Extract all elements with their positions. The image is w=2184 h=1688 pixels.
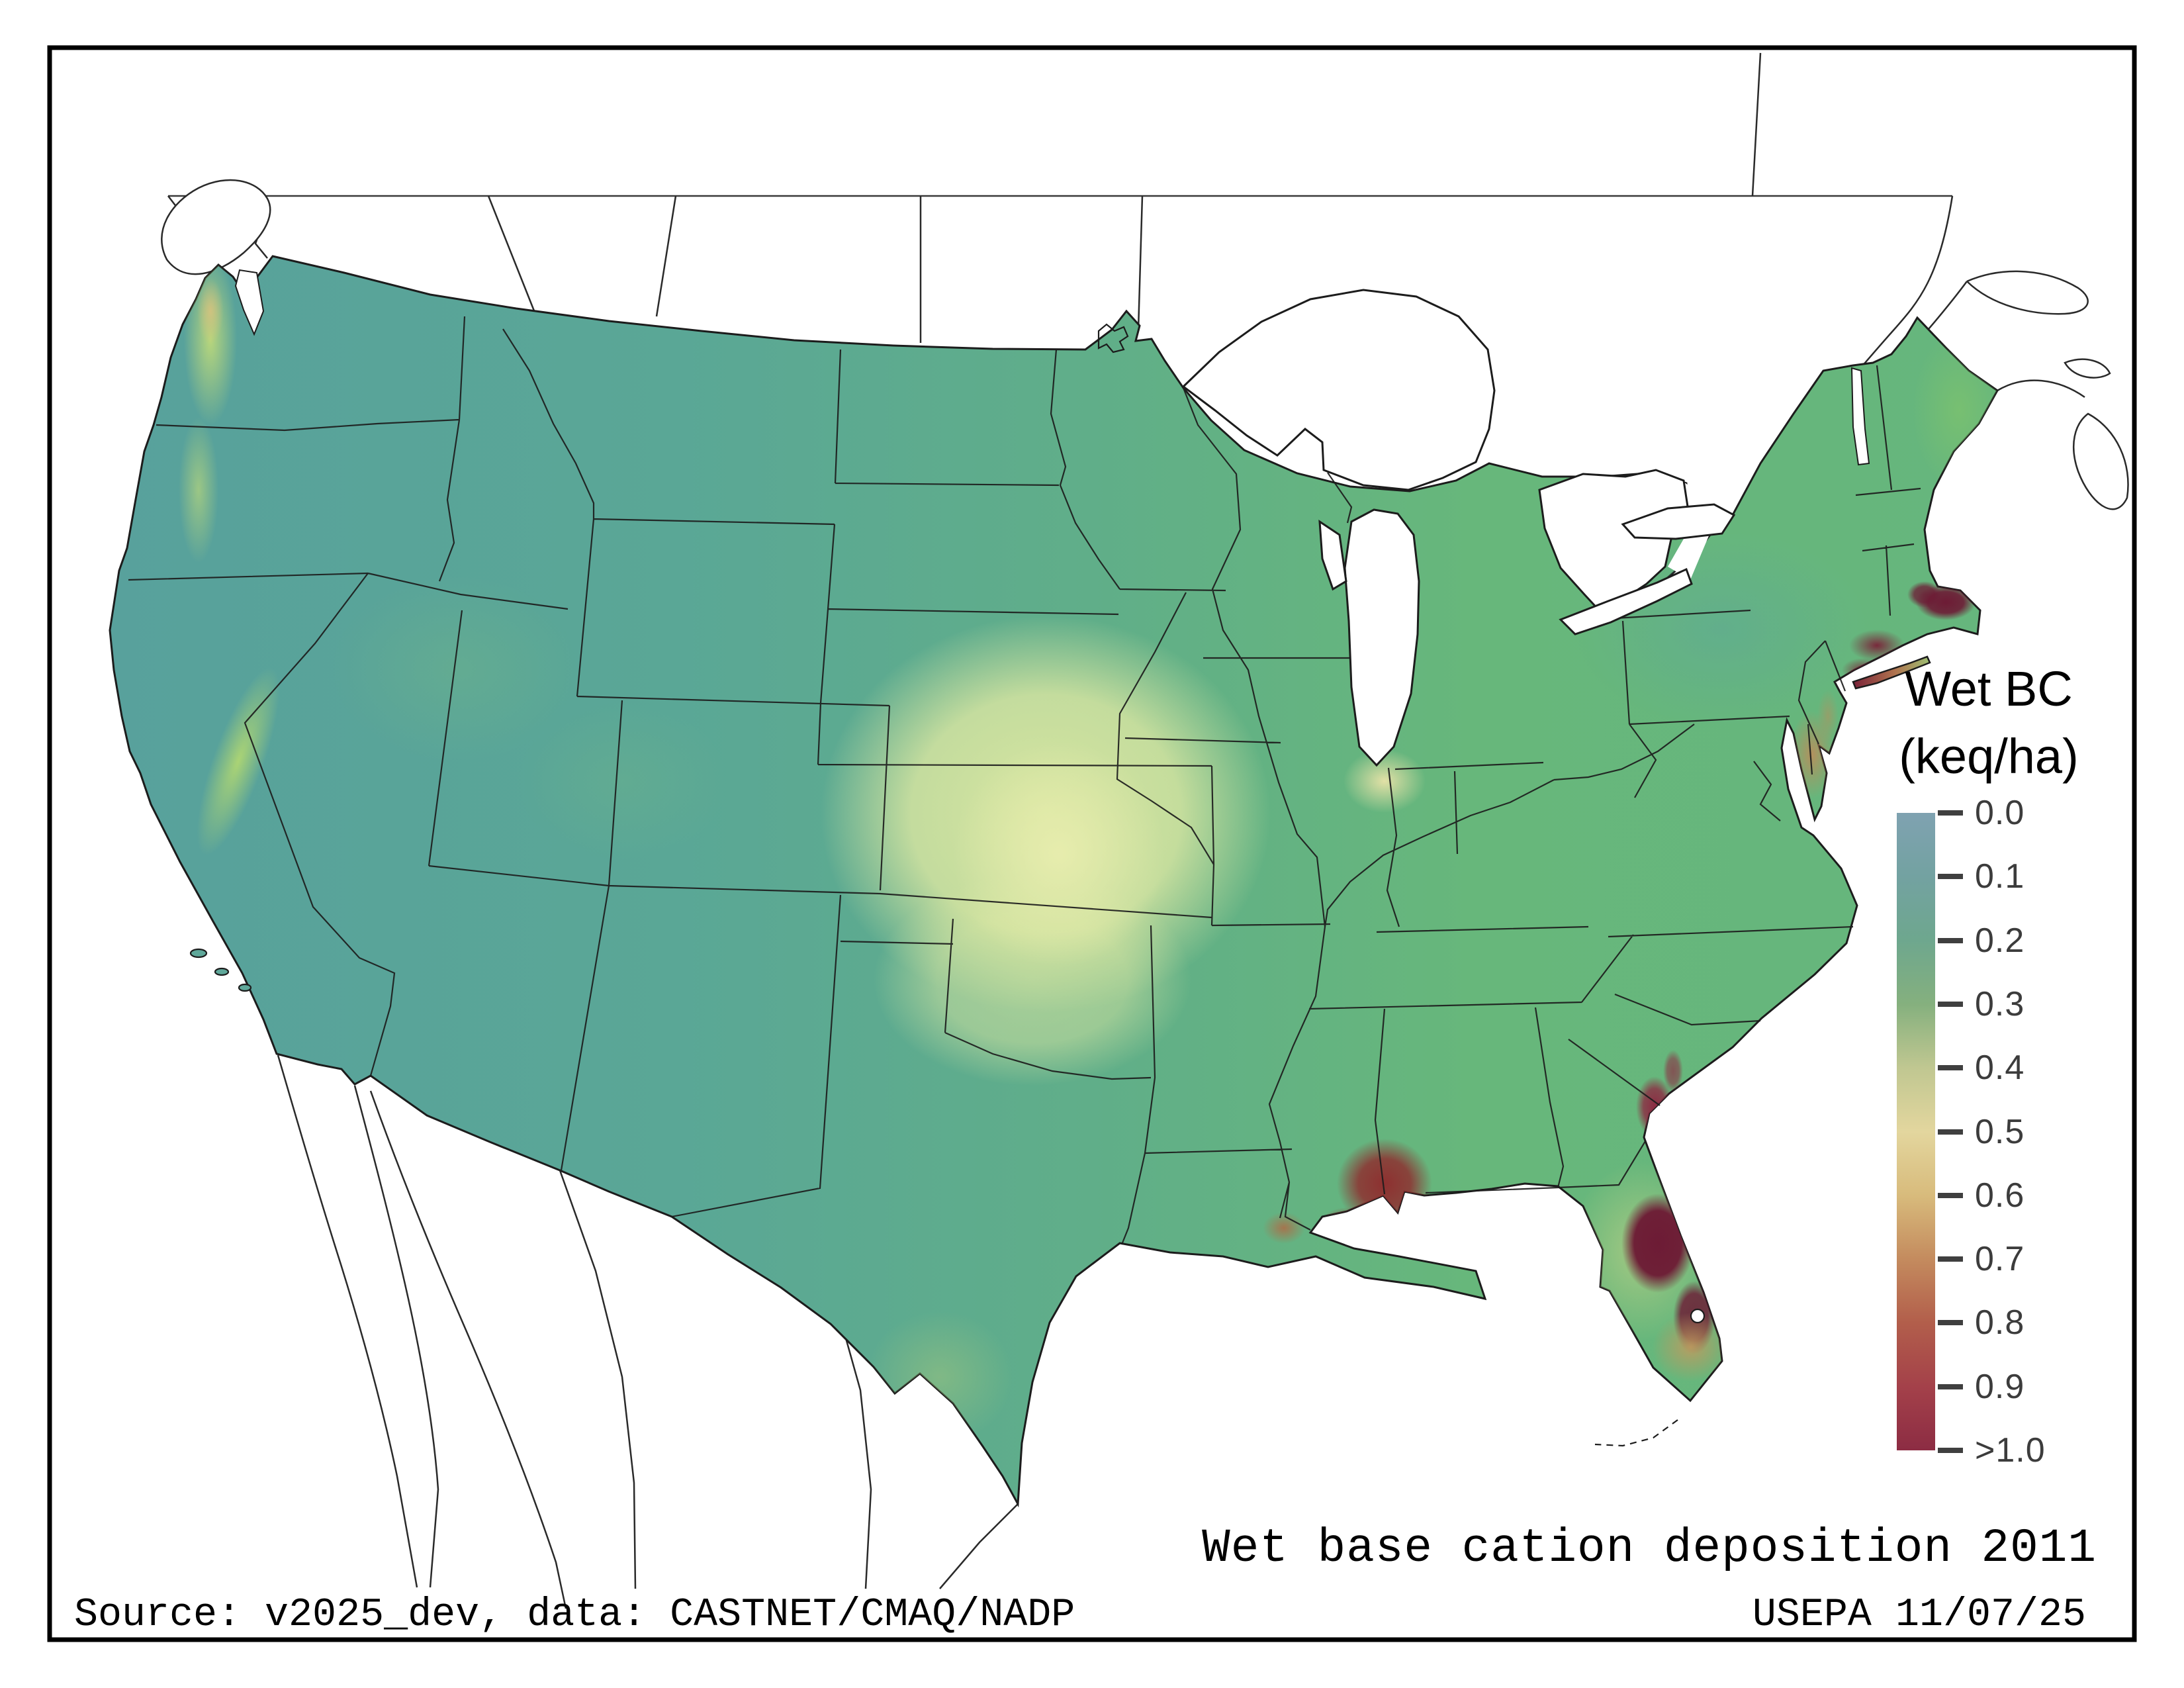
florida-keys <box>1594 1419 1678 1447</box>
canada-province-lines <box>487 52 1762 343</box>
prince-edward-island <box>2064 358 2111 379</box>
lake-michigan <box>1343 508 1420 767</box>
hotspot-florida-core <box>1621 1194 1694 1293</box>
hotspot-chicago <box>1343 749 1426 813</box>
new-brunswick-coast <box>1997 379 2085 399</box>
state-boundaries <box>128 316 1921 1245</box>
small-map-details <box>189 323 1706 1447</box>
hotspot-mobile-west <box>1320 1207 1373 1242</box>
nova-scotia <box>2073 412 2129 510</box>
mexico-boundaries <box>277 1055 1019 1609</box>
maine-coast-green <box>1913 331 1997 490</box>
great-lakes <box>234 269 1870 767</box>
lake-ontario <box>1621 503 1736 540</box>
colorbar-gradient <box>1897 813 1935 1450</box>
channel-island-2 <box>214 967 230 976</box>
lake-superior <box>1181 289 1496 491</box>
south-florida-tan <box>1653 1313 1729 1382</box>
gaspe-peninsula <box>1966 270 2089 315</box>
channel-island-1 <box>189 948 208 959</box>
long-island <box>1852 655 1931 690</box>
agency-credit: USEPA 11/07/25 <box>1752 1593 2086 1638</box>
channel-island-3 <box>238 983 252 992</box>
legend-unit: (keq/ha) <box>1899 729 2079 784</box>
lake-of-the-woods <box>1097 323 1129 353</box>
hotspot-oregon-coast <box>179 417 218 563</box>
green-bay <box>1318 520 1347 591</box>
hotspot-savannah-streak <box>1663 1050 1683 1092</box>
great-basin-mottle-2 <box>516 702 728 861</box>
hotspot-new-jersey-shore <box>1817 690 1839 743</box>
lake-huron <box>1538 469 1690 614</box>
hotspot-washington-tan <box>197 278 224 344</box>
hotspot-boston <box>1907 581 1942 608</box>
sonora-coast <box>369 1090 567 1609</box>
lake-okeechobee <box>1690 1308 1706 1324</box>
hotspot-connecticut-coast <box>1849 630 1905 661</box>
hotspot-houston <box>1263 1212 1305 1244</box>
hotspot-mobile <box>1337 1139 1432 1229</box>
hotspot-central-plains-core <box>953 741 1165 966</box>
legend-title: Wet BC <box>1905 661 2073 716</box>
map-title: Wet base cation deposition 2011 <box>1202 1523 2097 1575</box>
puget-sound <box>234 269 265 336</box>
lake-champlain <box>1850 367 1870 466</box>
source-credit: Source: v2025_dev, data: CASTNET/CMAQ/NA… <box>74 1593 1075 1638</box>
vancouver-island <box>161 179 271 275</box>
lake-erie <box>1559 567 1693 635</box>
figure-frame <box>47 45 2137 1642</box>
hotspot-sierra-nevada <box>197 667 280 855</box>
deposition-raster-features <box>179 256 1997 1443</box>
great-basin-mottle-1 <box>331 576 582 761</box>
baja-california <box>277 1055 439 1588</box>
south-texas-green <box>867 1311 1013 1443</box>
